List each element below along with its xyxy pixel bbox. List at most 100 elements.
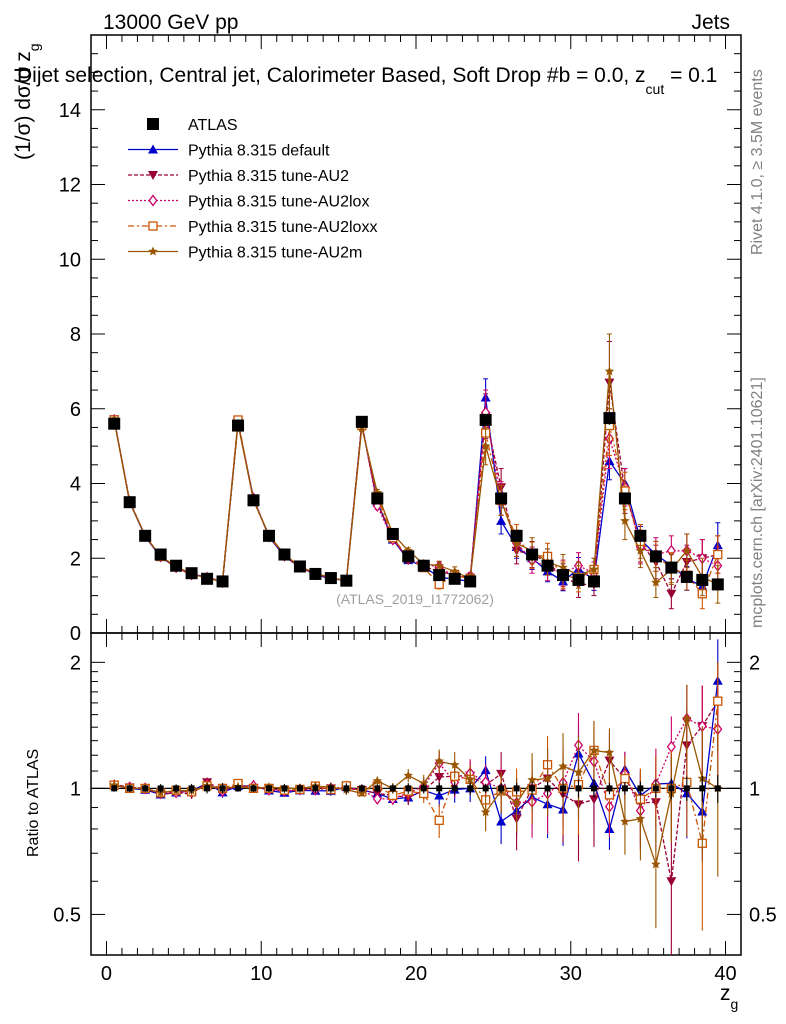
ratio-point [683,785,690,792]
ratio-line [114,680,719,832]
series-line [113,412,719,584]
ratio-point [498,785,505,792]
ratio-point [558,761,568,771]
legend-marker [148,144,158,154]
analysis-watermark: (ATLAS_2019_I1772062) [336,591,494,607]
data-point [680,570,693,583]
ratio-point [589,745,599,755]
data-point [696,573,709,586]
ratio-series-pythia-8-315-tune-au2loxx [109,662,723,931]
ratio-point [434,773,445,783]
x-tick-label: 40 [714,963,736,985]
y-axis-label-main-text: (1/σ) dσ/d z [12,51,35,160]
series-atlas [108,411,724,591]
ratio-series-pythia-8-315-tune-au2lox [109,684,723,851]
ratio-tick-label: 1 [70,778,81,800]
legend-label: Pythia 8.315 tune-AU2lox [188,194,369,211]
ratio-point [527,774,537,784]
series-line [113,371,719,585]
data-point [123,496,136,509]
y-tick-label: 10 [59,249,81,271]
legend-item: Pythia 8.315 tune-AU2m [128,245,362,262]
legend-marker [148,171,158,180]
x-axis-label-text: z [720,982,731,1005]
data-point [618,492,631,505]
ratio-point [142,785,149,792]
data-point [711,578,724,591]
ratio-point [219,785,226,792]
mcplots-label: mcplots.cern.ch [arXiv:2401.10621] [749,377,766,628]
data-point [402,550,415,563]
data-point [589,564,599,574]
data-point [713,549,723,560]
legend-marker [148,246,158,256]
data-point [649,550,662,563]
plot-title: Dijet selection, Central jet, Calorimete… [17,64,717,97]
ratio-point [126,785,133,792]
ratio-point [374,785,381,792]
ratio-point [405,785,412,792]
data-point [417,559,430,572]
data-point [108,417,121,430]
legend-label: Pythia 8.315 default [188,143,330,160]
data-point [448,572,461,585]
ratio-point [403,770,414,780]
data-point [386,527,399,540]
legend-item: Pythia 8.315 default [128,143,330,160]
ratio-point [573,767,584,777]
data-point [620,515,630,525]
ratio-point [714,785,721,792]
data-point [651,577,661,587]
ratio-point [312,785,319,792]
ratio-point [496,816,507,826]
ratio-point [111,785,118,792]
data-point [604,366,615,376]
data-point [139,529,152,542]
data-point [464,575,477,588]
y-tick-label: 4 [70,474,81,496]
ratio-point [467,785,474,792]
data-point [170,559,183,572]
y-tick-label: 2 [70,548,81,570]
ratio-point [699,785,706,792]
ratio-point [436,785,443,792]
x-axis-label-sub: g [731,996,739,1012]
data-point [665,561,678,574]
process-label: Jets [691,11,730,34]
ratio-point [449,759,460,769]
y-tick-label: 6 [70,399,81,421]
data-point [511,538,522,548]
ratio-point [575,785,582,792]
ratio-ticks: 0 10 20 30 40 0.5 0.5 1 1 2 2 [53,633,777,985]
data-point [232,419,245,432]
ratio-series-pythia-8-315-tune-au2 [109,662,723,955]
x-tick-label: 30 [560,963,582,985]
x-tick-label: 20 [405,963,427,985]
data-point [541,559,554,572]
data-point [557,569,570,582]
ratio-line [114,700,719,882]
ratio-point [635,813,646,823]
ratio-point [434,790,445,800]
ratio-point [713,696,723,706]
ratio-point [620,816,630,826]
data-point [510,529,523,542]
ratio-point [357,788,367,798]
ratio-point [434,756,444,766]
main-ticks: 0 2 4 6 8 10 12 14 [59,34,742,645]
plot-title-main: Dijet selection, Central jet, Calorimete… [17,64,646,87]
ratio-line [114,717,718,813]
ratio-point [480,807,491,817]
data-point [603,412,616,425]
ratio-point [451,785,458,792]
data-point [666,589,677,599]
ratio-point [157,785,164,792]
data-point [371,492,384,505]
data-point [635,545,646,555]
y-axis-label-main: (1/σ) dσ/d zg [12,43,42,160]
ratio-point [372,775,383,785]
data-point [185,567,198,580]
plot-title-suffix: = 0.1 [664,64,717,87]
ratio-series-atlas [111,774,721,803]
series-pythia-8-315-tune-au2 [109,340,723,610]
